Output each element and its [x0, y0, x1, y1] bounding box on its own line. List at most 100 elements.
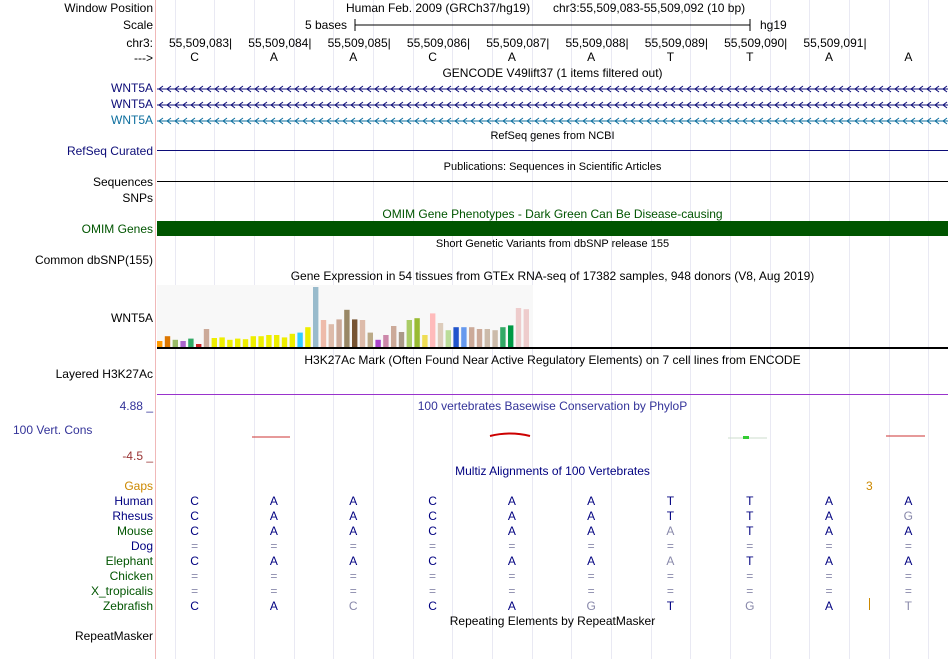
- publications-label[interactable]: Sequences: [92, 175, 153, 189]
- species-label[interactable]: Elephant: [105, 554, 153, 568]
- aligned-base: =: [191, 584, 199, 598]
- gtex-tissue-bar[interactable]: [375, 339, 381, 347]
- strand-chevron: [206, 101, 212, 109]
- omim-label[interactable]: OMIM Genes: [81, 222, 153, 236]
- aligned-base: A: [269, 524, 278, 538]
- aligned-base: =: [191, 569, 199, 583]
- strand-chevron: [870, 85, 876, 93]
- gtex-tissue-bar[interactable]: [164, 336, 171, 347]
- gtex-tissue-bar[interactable]: [188, 338, 194, 347]
- gtex-tissue-bar[interactable]: [219, 337, 225, 347]
- species-label[interactable]: Dog: [130, 539, 153, 553]
- gtex-tissue-bar[interactable]: [172, 339, 178, 347]
- gtex-tissue-bar[interactable]: [289, 333, 295, 347]
- gtex-tissue-bar[interactable]: [492, 330, 498, 347]
- species-label[interactable]: X_tropicalis: [90, 584, 153, 598]
- gencode-transcript[interactable]: [157, 116, 950, 126]
- gtex-tissue-bar[interactable]: [430, 313, 436, 347]
- refseq-gene-line[interactable]: [157, 150, 948, 151]
- strand-chevron: [230, 101, 236, 109]
- repeatmasker-label[interactable]: RepeatMasker: [74, 629, 153, 643]
- gtex-tissue-bar[interactable]: [227, 339, 233, 347]
- strand-chevron: [254, 85, 260, 93]
- refseq-label[interactable]: RefSeq Curated: [66, 144, 153, 158]
- publications-line[interactable]: [157, 181, 948, 182]
- gtex-tissue-bar[interactable]: [484, 329, 490, 347]
- aligned-base: =: [191, 539, 199, 553]
- gtex-tissue-bar[interactable]: [196, 344, 202, 347]
- gtex-tissue-bar[interactable]: [437, 323, 444, 347]
- gtex-tissue-bar[interactable]: [266, 335, 272, 347]
- strand-chevron: [902, 101, 908, 109]
- gencode-transcript[interactable]: [157, 84, 950, 94]
- phylop-ymin: -4.5 _: [122, 449, 153, 463]
- aligned-base: C: [190, 509, 199, 523]
- gtex-tissue-bar[interactable]: [391, 326, 397, 347]
- gtex-tissue-bar[interactable]: [305, 327, 311, 347]
- gtex-tissue-bar[interactable]: [523, 309, 529, 347]
- gtex-tissue-bar[interactable]: [398, 332, 405, 347]
- gtex-tissue-bar[interactable]: [359, 320, 366, 347]
- gencode-gene-label[interactable]: WNT5A: [111, 97, 153, 111]
- strand-chevron: [438, 117, 444, 125]
- species-label[interactable]: Human: [114, 494, 153, 508]
- gtex-tissue-bar[interactable]: [508, 325, 514, 347]
- snps-label[interactable]: SNPs: [122, 191, 153, 205]
- gtex-tissue-bar[interactable]: [297, 332, 303, 347]
- strand-chevron: [446, 117, 452, 125]
- gtex-tissue-bar[interactable]: [336, 319, 342, 347]
- gencode-gene-label[interactable]: WNT5A: [111, 81, 153, 95]
- aligned-base: C: [428, 599, 437, 613]
- phylop-signal[interactable]: [155, 428, 950, 444]
- gtex-tissue-bar[interactable]: [406, 320, 412, 347]
- species-label[interactable]: Rhesus: [112, 509, 153, 523]
- strand-chevron: [206, 117, 212, 125]
- gtex-tissue-bar[interactable]: [157, 341, 163, 347]
- species-label[interactable]: Zebrafish: [102, 599, 153, 613]
- gencode-transcript[interactable]: [157, 100, 950, 110]
- gtex-tissue-bar[interactable]: [180, 341, 186, 347]
- gtex-tissue-bar[interactable]: [344, 309, 350, 347]
- gtex-tissue-bar[interactable]: [414, 318, 420, 347]
- gtex-tissue-bar[interactable]: [469, 327, 475, 347]
- strand-chevron: [638, 85, 644, 93]
- gtex-tissue-bar[interactable]: [515, 308, 522, 347]
- gencode-gene-label[interactable]: WNT5A: [111, 113, 153, 127]
- gtex-tissue-bar[interactable]: [320, 320, 327, 347]
- gtex-tissue-bar[interactable]: [445, 330, 451, 347]
- gtex-tissue-bar[interactable]: [242, 339, 249, 347]
- gtex-tissue-bar[interactable]: [461, 327, 467, 347]
- strand-chevron: [462, 101, 468, 109]
- gtex-tissue-bar[interactable]: [500, 327, 506, 347]
- gtex-tissue-bar[interactable]: [352, 319, 358, 347]
- gtex-tissue-bar[interactable]: [203, 329, 210, 347]
- gtex-tissue-bar[interactable]: [274, 335, 280, 347]
- strand-chevron: [206, 85, 212, 93]
- gtex-tissue-bar[interactable]: [367, 332, 373, 347]
- gtex-tissue-bar[interactable]: [211, 338, 217, 347]
- gtex-tissue-bar[interactable]: [250, 336, 256, 347]
- aligned-base: =: [904, 539, 912, 553]
- gtex-tissue-bar[interactable]: [313, 287, 319, 347]
- gtex-tissue-bar[interactable]: [258, 336, 264, 347]
- strand-chevron: [678, 101, 684, 109]
- omim-phenotype-bar[interactable]: [157, 221, 948, 236]
- gtex-tissue-bar[interactable]: [281, 337, 288, 347]
- species-label[interactable]: Chicken: [109, 569, 153, 583]
- strand-chevron: [342, 85, 348, 93]
- h3k27ac-label[interactable]: Layered H3K27Ac: [55, 367, 153, 381]
- gtex-expression-chart[interactable]: [157, 285, 537, 347]
- gtex-tissue-bar[interactable]: [328, 324, 334, 347]
- strand-chevron: [446, 101, 452, 109]
- strand-chevron: [542, 101, 548, 109]
- gtex-tissue-bar[interactable]: [383, 335, 389, 347]
- dbsnp-label[interactable]: Common dbSNP(155): [34, 253, 153, 267]
- phylop-label[interactable]: 100 Vert. Cons: [13, 423, 93, 437]
- gtex-tissue-bar[interactable]: [476, 329, 483, 347]
- gtex-tissue-bar[interactable]: [422, 335, 428, 347]
- species-label[interactable]: Mouse: [116, 524, 153, 538]
- gtex-gene-label[interactable]: WNT5A: [111, 311, 153, 325]
- gtex-tissue-bar[interactable]: [453, 327, 459, 347]
- strand-chevron: [262, 117, 268, 125]
- gtex-tissue-bar[interactable]: [235, 338, 241, 347]
